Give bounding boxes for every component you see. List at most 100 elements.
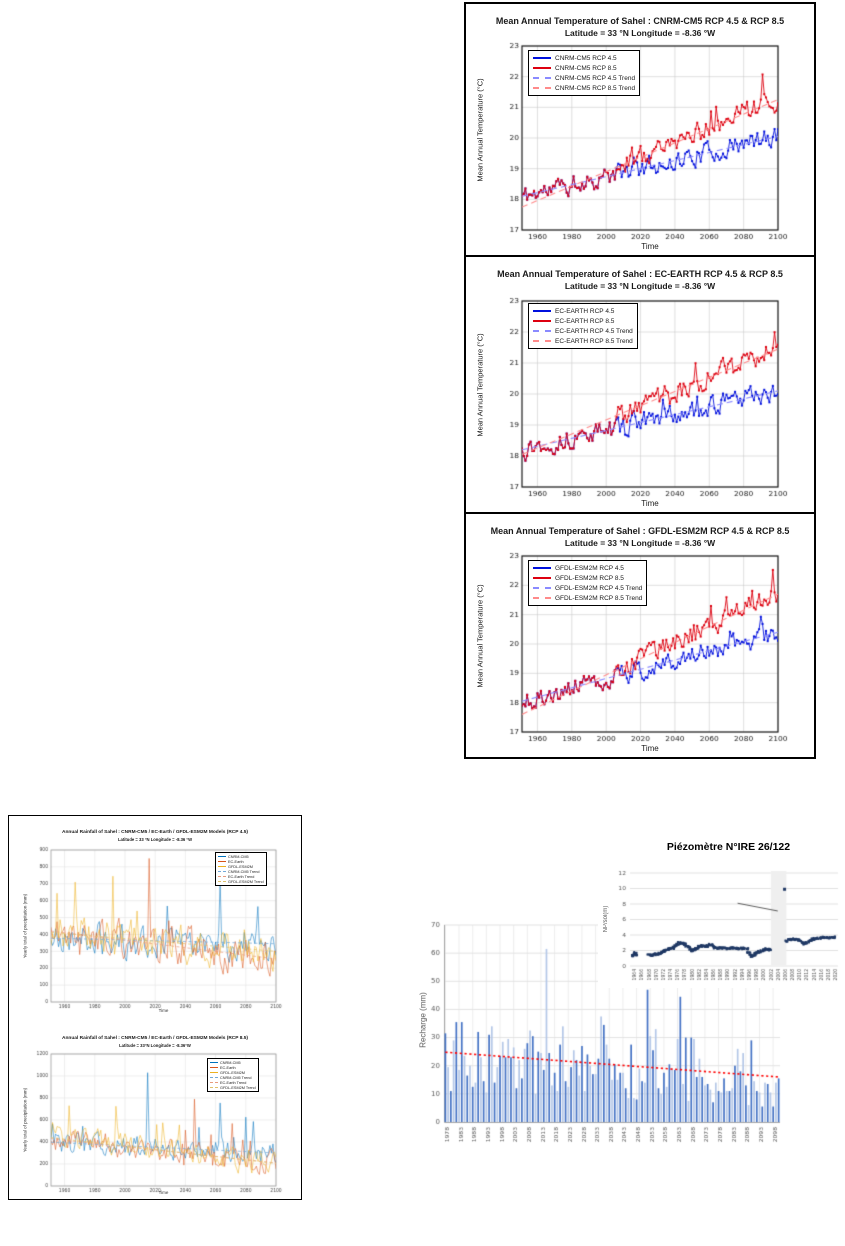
legend-swatch [210, 1072, 218, 1073]
legend-item: EC-Earth Trend [218, 874, 264, 879]
legend-label: EC-Earth Trend [220, 1080, 247, 1085]
legend-item: CNRM-CM5 [218, 854, 264, 859]
legend-label: GFDL-ESM2M Trend [220, 1085, 256, 1090]
legend-label: EC-Earth [228, 859, 244, 864]
legend-swatch [210, 1082, 218, 1083]
y-axis-label: Mean Annual Temperature (°C) [475, 583, 485, 688]
temp-ec-earth-plot-canvas [466, 257, 814, 512]
legend-item: GFDL-ESM2M Trend [210, 1085, 256, 1090]
legend-swatch [533, 340, 551, 342]
legend-item: EC-EARTH RCP 4.5 Trend [533, 326, 633, 336]
legend-swatch [533, 310, 551, 312]
legend-swatch [533, 67, 551, 69]
rainfall-rcp85-plot-canvas [9, 1014, 300, 1198]
legend-swatch [533, 77, 551, 79]
legend-swatch [533, 597, 551, 599]
legend-swatch [218, 876, 226, 877]
rainfall-rcp45-plot-canvas [9, 816, 300, 1014]
legend-label: GFDL-ESM2M RCP 4.5 Trend [555, 584, 643, 592]
legend-swatch [210, 1087, 218, 1088]
legend-swatch [210, 1067, 218, 1068]
legend-label: GFDL-ESM2M [228, 864, 253, 869]
legend-swatch [533, 87, 551, 89]
legend-label: EC-Earth Trend [228, 874, 255, 879]
y-axis-label: Yearly total of precipitation (mm) [22, 893, 28, 959]
legend-box: CNRM-CM5 RCP 4.5 CNRM-CM5 RCP 8.5 CNRM-CM5… [528, 50, 641, 96]
legend-label: EC-Earth [220, 1065, 236, 1070]
temperature-figure: Mean Annual Temperature of Sahel : CNRM-… [464, 2, 816, 759]
piezometer-plot-canvas [598, 836, 845, 988]
legend-label: EC-EARTH RCP 4.5 Trend [555, 327, 633, 335]
legend-label: EC-EARTH RCP 8.5 Trend [555, 337, 633, 345]
legend-item: EC-Earth Trend [210, 1080, 256, 1085]
legend-label: CNRM-CM5 RCP 8.5 Trend [555, 84, 636, 92]
legend-swatch [218, 866, 226, 867]
chart-subtitle: Latitude = 33 °N Longitude = -8.36 °W [564, 538, 716, 548]
x-axis-label: Time [641, 499, 659, 508]
chart-title: Mean Annual Temperature of Sahel : GFDL-… [490, 526, 790, 536]
legend-item: GFDL-ESM2M RCP 8.5 Trend [533, 593, 642, 603]
legend-label: CNRM-CM5 RCP 4.5 Trend [555, 74, 636, 82]
legend-box: CNRM-CM5 EC-Earth GFDL-ESM2M CNRM-CM5 Trend… [215, 852, 267, 886]
legend-box: GFDL-ESM2M RCP 4.5 GFDL-ESM2M RCP 8.5 GFDL… [528, 560, 648, 606]
legend-item: EC-EARTH RCP 8.5 [533, 316, 633, 326]
x-axis-label: Time [158, 1190, 169, 1195]
legend-label: EC-EARTH RCP 8.5 [555, 317, 615, 325]
chart-title: Mean Annual Temperature of Sahel : CNRM-… [495, 16, 785, 26]
temp-cnrm-plot-canvas [466, 4, 814, 255]
x-axis-label: Time [158, 1008, 169, 1013]
legend-label: EC-EARTH RCP 4.5 [555, 307, 615, 315]
legend-item: EC-EARTH RCP 8.5 Trend [533, 336, 633, 346]
legend-label: CNRM-CM5 [228, 854, 249, 859]
legend-label: GFDL-ESM2M RCP 4.5 [555, 564, 624, 572]
legend-swatch [533, 567, 551, 569]
temp-gfdl-plot-canvas [466, 514, 814, 757]
y-axis-label: Mean Annual Temperature (°C) [475, 77, 485, 182]
chart-subtitle: Latitude = 33 °N Longitude = -8.36 °W [564, 281, 716, 291]
legend-swatch [533, 587, 551, 589]
y-axis-label: Recharge (mm) [418, 992, 428, 1048]
temperature-panel-cnrm-cm5: Mean Annual Temperature of Sahel : CNRM-… [464, 2, 816, 257]
chart-title: Piézomètre N°IRE 26/122 [666, 841, 791, 853]
y-axis-label: Yearly total of precipitation (mm) [22, 1087, 28, 1153]
temperature-panel-ec-earth: Mean Annual Temperature of Sahel : EC-EA… [464, 255, 816, 514]
legend-item: CNRM-CM5 RCP 8.5 [533, 63, 635, 73]
legend-item: EC-Earth [210, 1065, 256, 1070]
chart-subtitle: Latitude = 33°N Longitude = -8.36°W [119, 1043, 191, 1048]
legend-item: CNRM-CM5 Trend [210, 1075, 256, 1080]
legend-item: GFDL-ESM2M Trend [218, 879, 264, 884]
legend-label: CNRM-CM5 Trend [220, 1075, 252, 1080]
legend-item: GFDL-ESM2M RCP 4.5 [533, 563, 642, 573]
legend-item: CNRM-CM5 Trend [218, 869, 264, 874]
legend-label: GFDL-ESM2M RCP 8.5 [555, 574, 624, 582]
legend-swatch [210, 1077, 218, 1078]
legend-swatch [533, 577, 551, 579]
legend-swatch [533, 57, 551, 59]
legend-swatch [218, 861, 226, 862]
legend-item: CNRM-CM5 RCP 4.5 Trend [533, 73, 635, 83]
legend-box: EC-EARTH RCP 4.5 EC-EARTH RCP 8.5 EC-EARTH… [528, 303, 638, 349]
legend-label: CNRM-CM5 RCP 4.5 [555, 54, 617, 62]
chart-subtitle: Latitude = 33 °N Longitude = -8.36 °W [117, 837, 193, 842]
legend-item: EC-EARTH RCP 4.5 [533, 306, 633, 316]
legend-item: GFDL-ESM2M RCP 4.5 Trend [533, 583, 642, 593]
legend-item: GFDL-ESM2M RCP 8.5 [533, 573, 642, 583]
legend-swatch [218, 881, 226, 882]
chart-title: Mean Annual Temperature of Sahel : EC-EA… [497, 269, 783, 279]
legend-item: EC-Earth [218, 859, 264, 864]
legend-label: GFDL-ESM2M [220, 1070, 245, 1075]
temperature-panel-gfdl-esm2m: Mean Annual Temperature of Sahel : GFDL-… [464, 512, 816, 759]
chart-subtitle: Latitude = 33 °N Longitude = -8.36 °W [564, 28, 716, 38]
legend-item: CNRM-CM5 [210, 1060, 256, 1065]
legend-label: CNRM-CM5 [220, 1060, 241, 1065]
legend-item: CNRM-CM5 RCP 8.5 Trend [533, 83, 635, 93]
legend-label: CNRM-CM5 Trend [228, 869, 260, 874]
y-axis-label: Mean Annual Temperature (°C) [475, 332, 485, 437]
legend-swatch [533, 320, 551, 322]
legend-label: GFDL-ESM2M Trend [228, 879, 264, 884]
legend-box: CNRM-CM5 EC-Earth GFDL-ESM2M CNRM-CM5 Trend… [207, 1058, 259, 1092]
legend-item: GFDL-ESM2M [218, 864, 264, 869]
legend-item: GFDL-ESM2M [210, 1070, 256, 1075]
chart-title: Annual Rainfall of Sahel : CNRM-CM5 / EC… [62, 830, 248, 835]
legend-swatch [218, 856, 226, 857]
